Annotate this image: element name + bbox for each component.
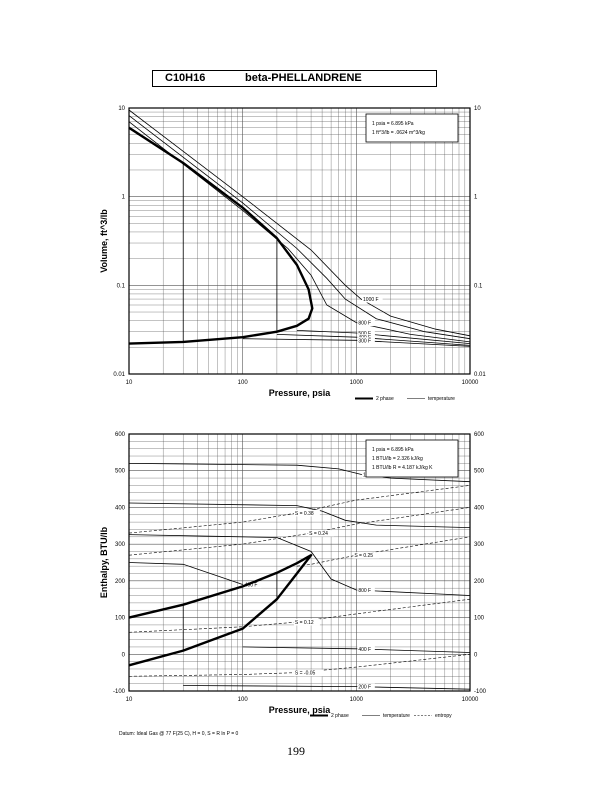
legend-label: entropy [435,713,452,719]
y-tick-label-right: 1 [474,195,478,201]
isotherm-label-bg [362,296,383,303]
y-tick-label: 500 [115,469,126,475]
isotherm-label-bg [357,319,375,327]
y-tick-label: 300 [115,542,126,548]
y-tick-label-right: 500 [474,469,485,475]
isotherm-line [242,646,471,653]
y-tick-label: 200 [115,579,126,585]
conversion-note-box [365,113,459,143]
isotherm-label: 200 F [358,685,371,691]
isotherm-label: 1000 F [363,297,379,303]
compound-formula: C10H16 [165,72,206,84]
y-tick-label-right: 400 [474,505,485,511]
y-tick-label: 100 [115,616,126,622]
entropy-label-bg [293,669,323,677]
y-tick-label: 1 [122,195,126,201]
isotherm-line [128,109,471,337]
entropy-label: S = 0.24 [309,531,328,537]
isotherm-line [128,121,471,343]
compound-name: beta-PHELLANDRENE [245,72,362,84]
compound-title-box: C10H16 beta-PHELLANDRENE [152,70,437,87]
entropy-label: S = 0.25 [354,553,373,559]
x-tick-label: 10000 [462,697,479,703]
entropy-label-bg [353,552,380,559]
y-axis-title: Enthalpy, BTU/lb [99,526,109,598]
isotherm-label-bg [357,330,375,337]
x-axis-title: Pressure, psia [269,388,332,398]
isotherm-label: 400 F [245,583,258,589]
y-tick-label: 400 [115,505,126,511]
datum-note: Datum: Ideal Gas @ 77 F(25 C), H = 0, S … [119,731,239,737]
entropy-label: S = -0.05 [295,671,316,677]
x-axis-title: Pressure, psia [269,705,332,715]
entropy-line [128,598,471,633]
two-phase-envelope [128,126,314,345]
y-tick-label-right: 300 [474,542,485,548]
conversion-note: 1 BTU/lb = 2.326 kJ/kg [372,456,423,462]
y-tick-label-right: 0.01 [474,372,486,378]
x-tick-label: 1000 [350,380,364,386]
isotherm-label-bg [243,581,262,589]
x-tick-label: 10000 [462,380,479,386]
x-tick-label: 10 [126,380,133,386]
isotherm-label-bg [357,587,375,594]
x-tick-label: 100 [238,380,249,386]
y-tick-label: -100 [113,689,126,695]
y-tick-label-right: -100 [474,689,487,695]
entropy-label-bg [293,509,320,517]
isotherm-label-bg [357,683,375,691]
plot-frame [128,107,471,375]
x-tick-label: 1000 [350,697,364,703]
y-tick-label: 0.01 [113,372,125,378]
isotherm-line [296,330,471,344]
y-tick-label-right: 600 [474,432,485,438]
isotherm-label: 500 F [358,331,371,337]
isotherm-label: 400 F [358,647,371,653]
legend-label: temperature [383,713,410,719]
isotherm-label-bg [357,645,375,653]
y-tick-label: 10 [118,106,125,112]
isotherm-label: 800 F [358,588,371,594]
y-tick-label: 0 [122,652,126,658]
isotherm-line [128,115,471,340]
entropy-label: S = 0.12 [295,620,314,626]
y-tick-label: 0.1 [117,283,126,289]
y-tick-label-right: 0.1 [474,283,483,289]
isotherm-line [183,685,471,690]
entropy-label: S = 0.38 [295,511,314,517]
y-tick-label-right: 0 [474,652,478,658]
isotherm-label-bg [357,337,375,344]
isotherm-line [128,534,471,596]
isotherm-line [276,334,471,346]
isotherm-line [128,463,471,483]
legend-label: 2 phase [376,396,394,402]
y-axis-title: Volume, ft^3/lb [99,209,109,273]
page-number: 199 [287,744,305,758]
conversion-note: 1 psia = 6.895 kPa [372,121,414,127]
conversion-note: 1 psia = 6.895 kPa [372,447,414,453]
entropy-line [128,507,471,556]
entropy-label-bg [293,618,320,626]
y-tick-label-right: 100 [474,616,485,622]
conversion-note: 1 BTU/lb R = 4.187 kJ/kg K [372,465,433,471]
x-tick-label: 10 [126,697,133,703]
conversion-note: 1 ft^3/lb = .0624 m^3/kg [372,130,425,136]
conversion-note-box [365,439,459,478]
isotherm-label: 800 F [358,321,371,327]
entropy-line [128,485,471,534]
isotherm-line [242,338,471,347]
isotherm-label: 300 F [358,338,371,344]
y-tick-label-right: 10 [474,106,481,112]
two-phase-envelope [128,554,313,667]
isotherm-line [128,562,243,585]
y-tick-label: 600 [115,432,126,438]
entropy-label-bg [308,530,335,537]
isotherm-line [128,502,471,528]
legend-label: 2 phase [331,713,349,719]
legend-label: temperature [428,396,455,402]
y-tick-label-right: 200 [474,579,485,585]
x-tick-label: 100 [238,697,249,703]
